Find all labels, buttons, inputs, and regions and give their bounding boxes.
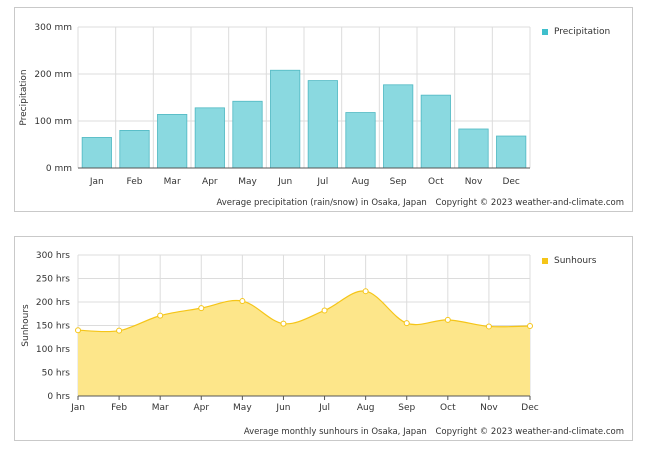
- y-tick-label: 50 hrs: [42, 369, 71, 379]
- x-tick-label: Apr: [202, 177, 218, 187]
- sunhours-point: [280, 320, 287, 327]
- x-tick-label: Aug: [357, 403, 375, 413]
- x-tick-label: Mar: [152, 403, 169, 413]
- precipitation-legend-swatch: [542, 29, 548, 35]
- precipitation-bar: [119, 130, 150, 169]
- precipitation-legend[interactable]: Precipitation: [542, 27, 610, 37]
- y-tick-label: 250 hrs: [36, 275, 70, 285]
- sunhours-point: [157, 312, 164, 319]
- y-axis-label: Sunhours: [21, 304, 31, 347]
- sunhours-point: [485, 323, 492, 330]
- precipitation-bar: [496, 135, 527, 169]
- x-tick-label: Sep: [390, 177, 407, 187]
- x-tick-label: Oct: [440, 403, 456, 413]
- sunhours-line: [77, 290, 531, 333]
- x-tick-label: Nov: [480, 403, 498, 413]
- sunhours-chart: 0 hrs 50 hrs 100 hrs 150 hrs 200 hrs 250 hrs 3…: [21, 251, 539, 413]
- x-tick-label: Feb: [111, 403, 127, 413]
- sunhours-point: [444, 316, 451, 323]
- y-tick-label: 300 mm: [34, 23, 72, 33]
- precipitation-chart: 0 mm 100 mm 200 mm 300 mm Jan Feb Mar Apr May Jun…: [19, 23, 531, 187]
- x-tick-label: Jul: [318, 403, 330, 413]
- y-tick-label: 150 hrs: [36, 322, 70, 332]
- precipitation-bar: [157, 114, 188, 169]
- x-tick-label: Dec: [521, 403, 538, 413]
- x-tick-label: Jun: [275, 403, 290, 413]
- sunhours-point: [239, 298, 246, 305]
- x-tick-label: Mar: [164, 177, 181, 187]
- y-tick-label: 100 hrs: [36, 345, 70, 355]
- precipitation-bar: [232, 100, 263, 169]
- x-tick-label: Feb: [127, 177, 143, 187]
- x-tick-label: Apr: [193, 403, 209, 413]
- sunhours-legend[interactable]: Sunhours: [542, 256, 596, 266]
- precipitation-bar: [420, 94, 451, 169]
- y-tick-label: 100 mm: [34, 117, 72, 127]
- sunhours-point: [403, 320, 410, 327]
- precipitation-bar: [307, 80, 338, 169]
- sunhours-point: [198, 305, 205, 312]
- sunhours-caption: Average monthly sunhours in Osaka, Japan…: [238, 427, 624, 437]
- x-tick-label: Jul: [316, 177, 328, 187]
- x-tick-label: Jan: [70, 403, 85, 413]
- x-tick-label: Oct: [428, 177, 444, 187]
- y-tick-label: 200 hrs: [36, 298, 70, 308]
- precipitation-copyright: Copyright © 2023 weather-and-climate.com: [435, 198, 625, 208]
- x-tick-label: Sep: [398, 403, 415, 413]
- precipitation-caption: Average precipitation (rain/snow) in Osa…: [210, 198, 624, 208]
- precipitation-legend-label: Precipitation: [554, 27, 611, 37]
- y-tick-label: 0 mm: [46, 164, 72, 174]
- sunhours-caption-text: Average monthly sunhours in Osaka, Japan: [243, 427, 427, 437]
- sunhours-point: [75, 327, 81, 334]
- x-tick-label: Nov: [465, 177, 483, 187]
- x-tick-label: May: [233, 403, 252, 413]
- sunhours-point: [116, 327, 123, 334]
- sunhours-point: [362, 288, 369, 295]
- sunhours-legend-swatch: [542, 258, 548, 264]
- y-axis-label: Precipitation: [19, 69, 29, 125]
- y-tick-label: 200 mm: [34, 70, 72, 80]
- precipitation-bar: [270, 69, 301, 169]
- x-tick-label: Dec: [502, 177, 519, 187]
- x-tick-label: May: [238, 177, 257, 187]
- precipitation-chart-panel: 0 mm 100 mm 200 mm 300 mm Jan Feb Mar Apr May Jun…: [14, 7, 633, 212]
- precipitation-bar: [458, 128, 489, 169]
- x-tick-label: Jan: [89, 177, 104, 187]
- x-tick-label: Aug: [352, 177, 370, 187]
- sunhours-point: [321, 307, 328, 314]
- sunhours-area: [78, 290, 530, 396]
- sunhours-point: [527, 322, 533, 329]
- sunhours-chart-panel: 0 hrs 50 hrs 100 hrs 150 hrs 200 hrs 250 hrs 3…: [14, 236, 633, 441]
- precipitation-bar: [81, 137, 112, 169]
- precipitation-bar: [345, 112, 376, 169]
- y-tick-label: 0 hrs: [47, 392, 70, 402]
- precipitation-bar: [194, 107, 225, 169]
- precipitation-bar: [383, 84, 414, 169]
- precipitation-caption-text: Average precipitation (rain/snow) in Osa…: [216, 198, 427, 208]
- sunhours-legend-label: Sunhours: [554, 256, 597, 266]
- sunhours-copyright: Copyright © 2023 weather-and-climate.com: [435, 427, 625, 437]
- y-tick-label: 300 hrs: [36, 251, 70, 261]
- x-tick-label: Jun: [277, 177, 292, 187]
